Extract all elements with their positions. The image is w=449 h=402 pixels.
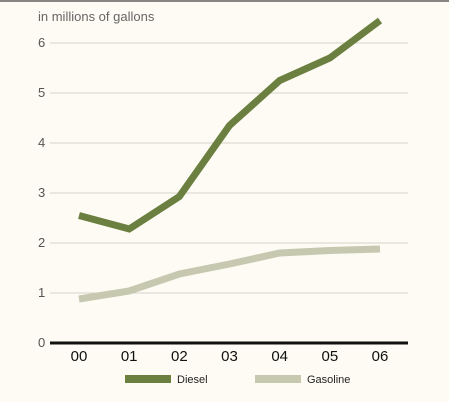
- y-tick-label: 2: [38, 235, 45, 250]
- x-tick-label: 00: [71, 348, 88, 365]
- x-tick-label: 02: [171, 348, 188, 365]
- y-tick-label: 1: [38, 285, 45, 300]
- unit-label: in millions of gallons: [38, 9, 155, 24]
- y-tick-label: 5: [38, 85, 45, 100]
- x-tick-label: 05: [321, 348, 338, 365]
- y-tick-label: 6: [38, 35, 45, 50]
- legend-swatch-gasoline: [255, 375, 301, 383]
- y-tick-label: 0: [38, 335, 45, 350]
- x-axis-ticks: 00 01 02 03 04 05 06: [71, 348, 389, 365]
- legend-label-diesel: Diesel: [177, 374, 208, 386]
- legend-label-gasoline: Gasoline: [307, 374, 350, 386]
- x-tick-label: 06: [372, 348, 389, 365]
- y-tick-label: 3: [38, 185, 45, 200]
- series-line-gasoline: [78, 245, 381, 303]
- series-line-diesel: [78, 17, 383, 233]
- grid: [50, 42, 408, 294]
- legend: Diesel Gasoline: [125, 374, 350, 386]
- legend-swatch-diesel: [125, 375, 171, 383]
- x-tick-label: 03: [221, 348, 238, 365]
- y-tick-label: 4: [38, 135, 45, 150]
- y-axis-ticks: 0 1 2 3 4 5 6: [38, 35, 45, 350]
- x-tick-label: 04: [271, 348, 288, 365]
- series-group: [78, 17, 383, 303]
- x-tick-label: 01: [121, 348, 138, 365]
